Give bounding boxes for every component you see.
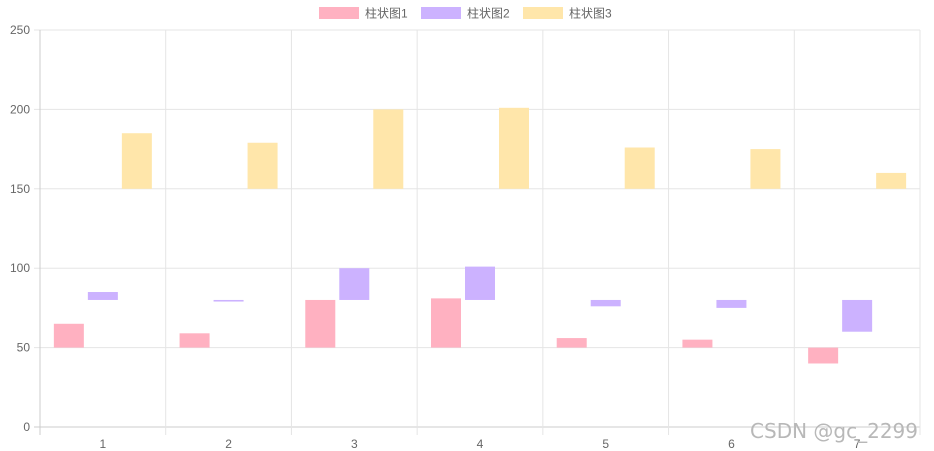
bar-series-2-cat-3 (339, 268, 370, 300)
bar-series-3-cat-4 (499, 107, 529, 189)
bar-series-1-cat-3 (305, 299, 336, 348)
legend-swatch (523, 7, 563, 19)
legend-item-3[interactable]: 柱状图3 (523, 6, 612, 21)
x-tick-label: 1 (100, 437, 107, 451)
bar-series-1-cat-5 (556, 338, 587, 348)
y-tick-label: 0 (23, 420, 30, 434)
bar-series-2-cat-7 (842, 299, 873, 332)
legend-label: 柱状图3 (569, 6, 612, 21)
bar-series-1-cat-4 (431, 298, 461, 348)
x-tick-label: 7 (854, 437, 861, 451)
y-tick-label: 250 (10, 23, 30, 37)
bar-series-3-cat-7 (876, 172, 907, 189)
legend[interactable]: 柱状图1 柱状图2 柱状图3 (319, 6, 612, 21)
bar-series-2-cat-5 (590, 299, 621, 307)
bar-series-3-cat-2 (247, 142, 278, 189)
y-tick-label: 100 (10, 261, 30, 275)
bar-series-3-cat-3 (373, 109, 404, 189)
x-axis-tick-labels: 1 2 3 4 5 6 7 (100, 437, 861, 451)
y-tick-label: 200 (10, 102, 30, 116)
legend-label: 柱状图2 (467, 6, 510, 21)
x-tick-label: 4 (477, 437, 484, 451)
bar-series-1-cat-2 (179, 333, 210, 348)
bar-series-3-cat-5 (624, 147, 655, 189)
bar-series-2-cat-1 (87, 292, 118, 300)
y-axis-tick-labels: 0 50 100 150 200 250 (10, 23, 30, 434)
bar-series-1-cat-6 (682, 339, 713, 348)
y-tick-label: 150 (10, 182, 30, 196)
bar-series-2-cat-4 (465, 266, 495, 300)
bar-series-3-cat-1 (121, 133, 152, 189)
bar-series-1-cat-7 (808, 347, 839, 364)
x-tick-label: 2 (225, 437, 232, 451)
legend-item-2[interactable]: 柱状图2 (421, 6, 510, 21)
bar-series-2-cat-6 (716, 299, 747, 308)
bar-series-1-cat-1 (53, 323, 84, 348)
grid-lines (34, 29, 921, 435)
y-tick-label: 50 (17, 341, 31, 355)
watermark: CSDN @gc_2299 (750, 419, 918, 443)
bar-series (53, 107, 907, 364)
legend-label: 柱状图1 (365, 6, 408, 21)
legend-item-1[interactable]: 柱状图1 (319, 6, 408, 21)
legend-swatch (319, 7, 359, 19)
bar-series-3-cat-6 (750, 149, 781, 189)
x-tick-label: 3 (351, 437, 358, 451)
x-tick-label: 6 (728, 437, 735, 451)
legend-swatch (421, 7, 461, 19)
x-tick-label: 5 (602, 437, 609, 451)
bar-series-2-cat-2 (213, 299, 244, 302)
